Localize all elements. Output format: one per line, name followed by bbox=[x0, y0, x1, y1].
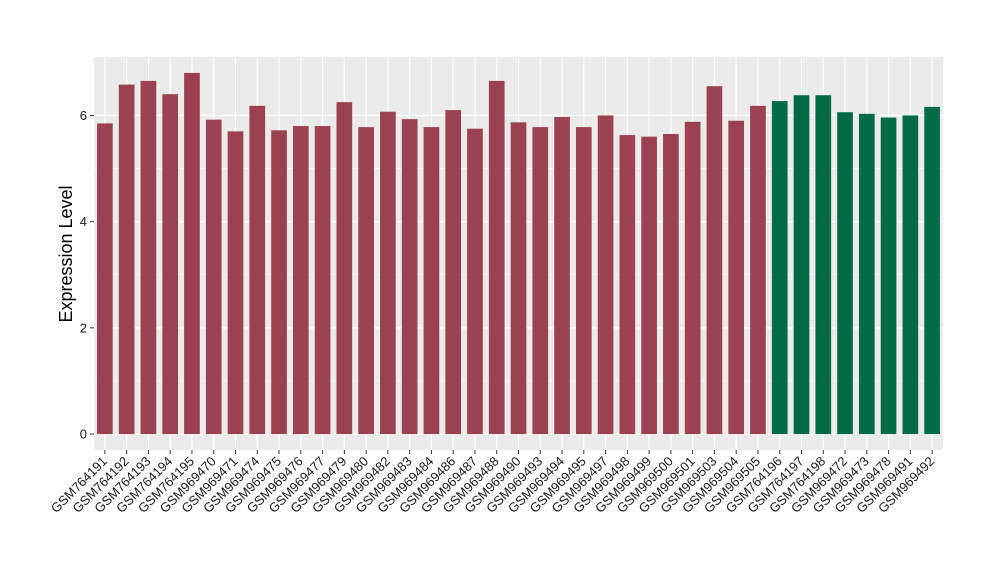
bar bbox=[641, 136, 657, 435]
bar bbox=[858, 113, 875, 435]
bar bbox=[837, 112, 853, 435]
bars bbox=[97, 72, 940, 435]
bar bbox=[271, 130, 287, 435]
bar bbox=[510, 122, 527, 435]
bar bbox=[924, 106, 940, 435]
bar bbox=[227, 131, 244, 435]
bar bbox=[815, 95, 832, 435]
bar bbox=[597, 115, 614, 435]
bar bbox=[292, 126, 309, 435]
bar bbox=[880, 117, 897, 435]
bar bbox=[118, 84, 135, 435]
bar bbox=[663, 134, 679, 435]
y-tick-label: 4 bbox=[80, 214, 87, 229]
bar bbox=[728, 120, 745, 435]
y-tick-label: 6 bbox=[80, 108, 87, 123]
bar bbox=[750, 105, 766, 435]
bar bbox=[184, 72, 200, 435]
bar bbox=[401, 119, 418, 435]
bar bbox=[488, 80, 505, 435]
bar bbox=[205, 119, 222, 435]
bar bbox=[380, 111, 396, 435]
x-axis: GSM764191GSM764192GSM764193GSM764194GSM7… bbox=[48, 450, 937, 516]
bar bbox=[140, 80, 157, 435]
bar bbox=[249, 105, 266, 435]
bar bbox=[554, 117, 570, 435]
y-axis: 0 2 4 6 bbox=[80, 108, 94, 442]
bar bbox=[771, 101, 788, 435]
bar bbox=[97, 123, 113, 435]
bar bbox=[902, 115, 919, 435]
bar bbox=[575, 127, 592, 435]
bar bbox=[423, 127, 440, 435]
bar bbox=[793, 95, 810, 435]
bar bbox=[336, 102, 353, 435]
bar bbox=[532, 127, 549, 435]
y-tick-label: 0 bbox=[80, 427, 87, 442]
bar bbox=[358, 127, 374, 435]
y-tick-label: 2 bbox=[80, 320, 87, 335]
bar bbox=[684, 121, 701, 435]
bar bbox=[314, 126, 331, 435]
y-axis-title: Expression Level bbox=[56, 185, 76, 322]
bar bbox=[445, 110, 462, 435]
bar bbox=[706, 86, 723, 435]
bar bbox=[619, 135, 636, 435]
bar bbox=[162, 94, 179, 435]
bar bbox=[467, 128, 483, 435]
